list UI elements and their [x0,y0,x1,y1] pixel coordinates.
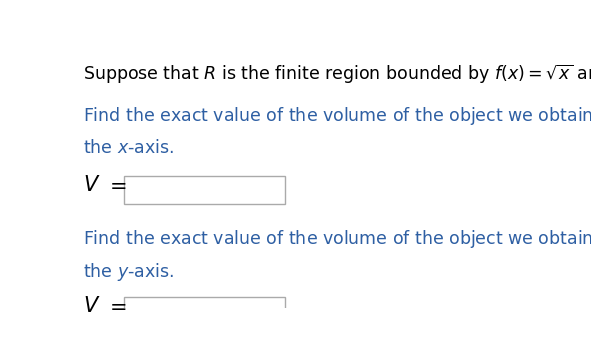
Text: the $\mathit{x}$-axis.: the $\mathit{x}$-axis. [83,139,174,157]
Text: Find the exact value of the volume of the object we obtain when rotating $\mathi: Find the exact value of the volume of th… [83,228,591,250]
Text: the $\mathit{y}$-axis.: the $\mathit{y}$-axis. [83,261,174,283]
Text: $=$: $=$ [105,296,126,316]
Text: Find the exact value of the volume of the object we obtain when rotating $\mathi: Find the exact value of the volume of th… [83,106,591,127]
Text: $\mathit{V}$: $\mathit{V}$ [83,175,100,195]
Text: $\mathit{V}$: $\mathit{V}$ [83,296,100,316]
Text: $=$: $=$ [105,175,126,195]
Text: Suppose that $\mathit{R}$ is the finite region bounded by $f(x) = \sqrt{x}$ and : Suppose that $\mathit{R}$ is the finite … [83,60,591,93]
FancyBboxPatch shape [124,297,285,325]
FancyBboxPatch shape [124,176,285,204]
